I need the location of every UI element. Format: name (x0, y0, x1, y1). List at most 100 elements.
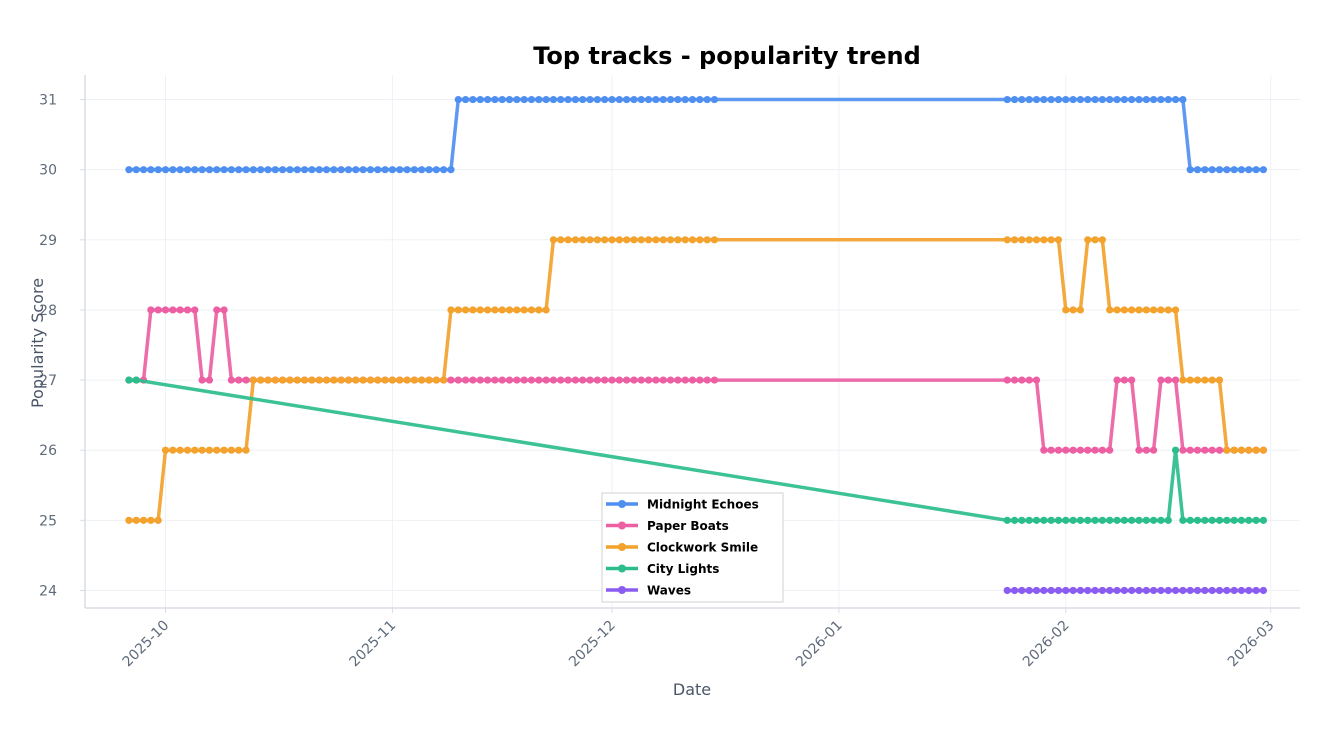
data-point (279, 166, 287, 174)
data-point (235, 166, 243, 174)
y-tick-label: 26 (39, 443, 57, 459)
data-point (257, 166, 265, 174)
data-point (410, 166, 418, 174)
data-point (557, 95, 565, 104)
data-point (542, 95, 550, 104)
data-point (454, 306, 462, 314)
data-point (139, 166, 148, 174)
data-point (220, 446, 228, 454)
data-point (1113, 376, 1121, 384)
data-point (564, 95, 572, 104)
data-point (1142, 446, 1150, 454)
data-point (161, 166, 170, 174)
legend-entry: Clockwork Smile (647, 541, 758, 555)
data-point (1171, 586, 1180, 595)
data-point (535, 95, 543, 104)
data-point (418, 376, 426, 384)
data-point (1179, 516, 1187, 524)
data-point (337, 376, 345, 384)
data-point (1135, 446, 1143, 454)
data-point (666, 95, 675, 104)
data-point (688, 95, 697, 104)
data-point (396, 166, 404, 174)
data-point (1171, 306, 1180, 314)
data-point (1113, 306, 1121, 314)
data-point (608, 95, 616, 104)
data-point (1208, 376, 1216, 384)
data-point (322, 376, 331, 384)
data-point (1113, 516, 1121, 524)
legend-swatch-marker (618, 500, 626, 508)
data-point (176, 166, 184, 174)
data-point (1252, 166, 1260, 174)
data-point (1062, 586, 1070, 595)
data-point (352, 376, 360, 384)
data-point (1230, 166, 1238, 174)
data-point (491, 95, 499, 104)
data-point (615, 95, 623, 104)
data-point (1018, 236, 1026, 244)
data-point (1150, 516, 1158, 524)
data-point (703, 376, 711, 384)
data-point (169, 446, 177, 454)
data-point (1179, 446, 1187, 454)
data-point (1171, 376, 1180, 384)
data-point (1171, 446, 1180, 454)
data-point (374, 376, 382, 384)
data-point (1040, 236, 1048, 244)
data-point (1091, 236, 1099, 244)
data-point (176, 446, 184, 454)
series-waves (1003, 586, 1267, 595)
data-point (147, 166, 155, 174)
data-point (1025, 95, 1033, 104)
data-point (1208, 166, 1216, 174)
data-point (147, 516, 155, 524)
data-point (1164, 306, 1172, 314)
data-point (462, 306, 470, 314)
data-point (637, 236, 645, 244)
data-point (1237, 586, 1246, 595)
data-point (220, 306, 228, 314)
data-point (330, 376, 338, 384)
data-point (586, 95, 594, 104)
data-point (1025, 516, 1033, 524)
data-point (454, 95, 462, 104)
data-point (352, 166, 360, 174)
data-point (1223, 446, 1231, 454)
data-point (1062, 446, 1070, 454)
data-point (608, 236, 616, 244)
data-point (220, 166, 228, 174)
data-point (1120, 95, 1128, 104)
data-point (403, 376, 411, 384)
data-point (1157, 306, 1165, 314)
data-point (1259, 586, 1267, 595)
data-point (191, 306, 199, 314)
data-point (388, 166, 397, 174)
data-point (1018, 95, 1026, 104)
data-point (242, 446, 250, 454)
data-point (1069, 95, 1077, 104)
data-point (557, 236, 565, 244)
data-point (176, 306, 184, 314)
data-point (710, 236, 719, 244)
data-point (1032, 95, 1041, 104)
data-point (681, 236, 689, 244)
data-point (1025, 586, 1033, 595)
data-point (630, 376, 638, 384)
data-point (1032, 376, 1041, 384)
data-point (688, 236, 697, 244)
data-point (308, 166, 316, 174)
data-point (271, 376, 279, 384)
data-point (593, 236, 601, 244)
data-point (447, 376, 455, 384)
data-point (1128, 306, 1136, 314)
y-tick-label: 28 (39, 303, 57, 319)
y-tick-label: 30 (39, 163, 57, 179)
data-point (1047, 446, 1055, 454)
data-point (513, 95, 521, 104)
data-point (374, 166, 382, 174)
data-point (476, 306, 484, 314)
data-point (1245, 516, 1253, 524)
data-point (1091, 446, 1099, 454)
